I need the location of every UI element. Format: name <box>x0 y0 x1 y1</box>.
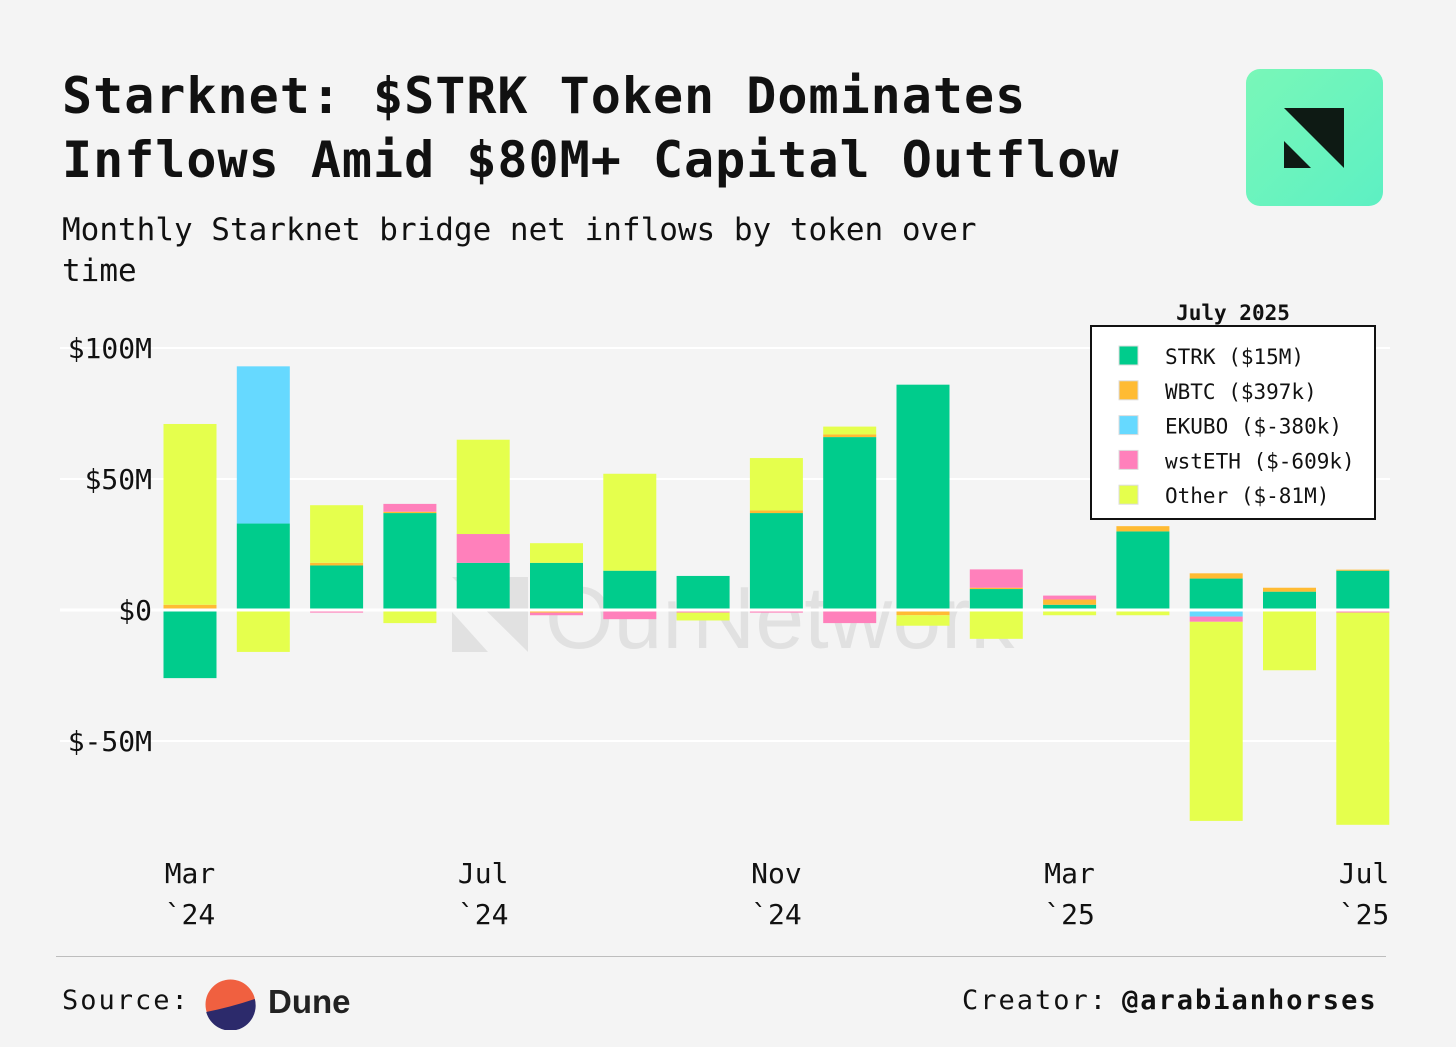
x-tick-year: `25 <box>1339 898 1390 931</box>
x-tick-month: Mar <box>165 857 216 890</box>
bar-strk-9 <box>823 437 877 610</box>
bar-wbtc-16 <box>1336 569 1390 571</box>
footer-divider <box>56 956 1386 957</box>
bar-chart: OurNetwork $100M$50M$0$-50M Mar`24Jul`24… <box>60 301 1390 931</box>
bar-other-9 <box>823 426 877 435</box>
bar-other-11 <box>969 610 1023 639</box>
bar-other-13 <box>1116 610 1170 616</box>
bar-other-15 <box>1263 610 1316 671</box>
bar-wsteth-3 <box>383 503 437 512</box>
bar-strk-1 <box>236 523 290 610</box>
bar-other-3 <box>383 610 437 624</box>
bar-strk-5 <box>530 562 583 610</box>
bar-wsteth-16 <box>1336 610 1390 613</box>
legend: July 2025 STRK ($15M) WBTC ($397k) EKUBO ($… <box>1090 301 1376 520</box>
bar-strk-7 <box>676 575 730 610</box>
bar-strk-0 <box>163 610 217 679</box>
bar-ekubo-1 <box>236 366 290 524</box>
bar-other-14 <box>1189 621 1243 821</box>
legend-swatch-wsteth <box>1118 449 1139 470</box>
x-tick-year: `24 <box>165 898 216 931</box>
bar-strk-15 <box>1263 591 1316 610</box>
y-tick-label: $-50M <box>68 725 152 758</box>
bar-strk-11 <box>969 589 1023 610</box>
bar-strk-2 <box>310 565 364 610</box>
bar-strk-14 <box>1189 578 1243 610</box>
bar-strk-10 <box>896 384 950 610</box>
chart-subtitle: Monthly Starknet bridge net inflows by t… <box>62 212 977 289</box>
bar-strk-4 <box>456 562 510 610</box>
x-tick-year: `24 <box>751 898 802 931</box>
bar-other-5 <box>530 543 583 563</box>
ournetwork-logo <box>1246 69 1383 206</box>
bar-wsteth-14 <box>1189 616 1243 622</box>
legend-swatch-ekubo <box>1118 415 1139 436</box>
bar-other-7 <box>676 612 730 621</box>
chart-title: Starknet: $STRK Token Dominates Inflows … <box>62 67 1120 189</box>
legend-swatch-other <box>1118 484 1139 505</box>
bar-wsteth-12 <box>1043 595 1097 600</box>
bar-wbtc-3 <box>383 511 437 514</box>
x-tick-year: `25 <box>1044 898 1095 931</box>
legend-label-ekubo: EKUBO ($-380k) <box>1165 415 1342 439</box>
creator-handle[interactable]: @arabianhorses <box>1122 985 1378 1016</box>
bar-strk-3 <box>383 513 437 610</box>
bar-wbtc-10 <box>896 610 950 616</box>
bar-wbtc-8 <box>749 510 803 514</box>
source-label: Source: <box>62 985 190 1016</box>
x-tick-month: Jul <box>458 857 509 890</box>
bar-wbtc-2 <box>310 562 364 566</box>
bar-other-6 <box>603 473 657 571</box>
bar-wbtc-12 <box>1043 599 1097 605</box>
ournetwork-logo-icon <box>1284 108 1344 168</box>
y-tick-label: $0 <box>118 594 152 627</box>
dune-logo-icon <box>205 979 256 1030</box>
bar-wsteth-5 <box>530 612 583 616</box>
bar-wbtc-15 <box>1263 587 1316 592</box>
legend-label-wbtc: WBTC ($397k) <box>1165 380 1317 404</box>
bar-other-2 <box>310 505 364 563</box>
bar-other-4 <box>456 439 510 535</box>
bar-wbtc-13 <box>1116 526 1170 532</box>
bar-wsteth-4 <box>456 534 510 563</box>
bar-wsteth-11 <box>969 569 1023 588</box>
source-name[interactable]: Dune <box>268 983 351 1020</box>
bar-other-12 <box>1043 610 1097 616</box>
bar-wbtc-14 <box>1189 573 1243 579</box>
bar-strk-6 <box>603 570 657 610</box>
legend-title: July 2025 <box>1176 301 1290 325</box>
bar-other-8 <box>749 458 803 511</box>
bar-strk-12 <box>1043 604 1097 610</box>
bar-ekubo-14 <box>1189 610 1243 617</box>
bar-other-1 <box>236 610 290 652</box>
x-tick-month: Nov <box>751 857 802 890</box>
x-axis-ticks: Mar `24 Jul `24 Nov `24 Mar `25 Jul `25 <box>165 857 1390 931</box>
bar-wsteth-9 <box>823 610 877 624</box>
bar-other-10 <box>896 615 950 626</box>
bar-other-16 <box>1336 612 1390 825</box>
creator-label: Creator: <box>962 985 1109 1016</box>
bar-wbtc-9 <box>823 434 877 438</box>
bar-wbtc-11 <box>969 587 1023 590</box>
legend-swatch-wbtc <box>1118 380 1139 401</box>
bars <box>163 366 1390 825</box>
legend-label-strk: STRK ($15M) <box>1165 345 1304 369</box>
watermark-logo-icon-small <box>452 612 488 652</box>
legend-label-other: Other ($-81M) <box>1165 484 1329 508</box>
legend-swatch-strk <box>1118 345 1139 366</box>
y-tick-label: $100M <box>68 332 152 365</box>
y-axis-ticks: $100M $50M $0 $-50M <box>68 332 152 758</box>
bar-wbtc-0 <box>163 604 217 610</box>
x-tick-month: Jul <box>1339 857 1390 890</box>
legend-label-wsteth: wstETH ($-609k) <box>1165 449 1355 473</box>
bar-wsteth-6 <box>603 610 657 620</box>
y-tick-label: $50M <box>85 463 152 496</box>
x-tick-month: Mar <box>1044 857 1095 890</box>
bar-strk-13 <box>1116 531 1170 610</box>
bar-strk-8 <box>749 513 803 610</box>
bar-strk-16 <box>1336 570 1390 610</box>
x-tick-year: `24 <box>458 898 509 931</box>
bar-other-0 <box>163 423 217 605</box>
